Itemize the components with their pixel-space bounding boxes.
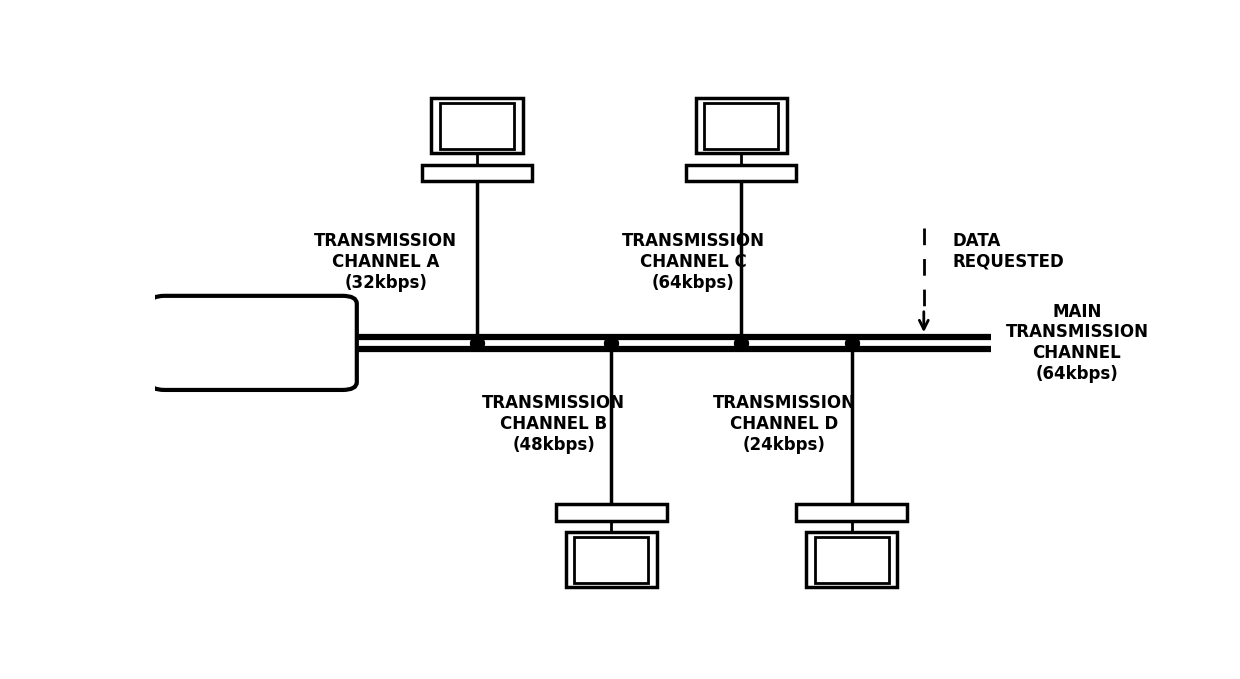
Text: TRANSMISSION
CHANNEL D
(24kbps): TRANSMISSION CHANNEL D (24kbps) [713, 394, 856, 454]
Text: TRANSMISSION
CHANNEL B
(48kbps): TRANSMISSION CHANNEL B (48kbps) [482, 394, 625, 454]
Text: MAIN
TRANSMISSION
CHANNEL
(64kbps): MAIN TRANSMISSION CHANNEL (64kbps) [1006, 303, 1148, 383]
Bar [565, 532, 657, 587]
Text: TRANSMISSION
CHANNEL A
(32kbps): TRANSMISSION CHANNEL A (32kbps) [314, 232, 458, 292]
Bar [796, 504, 906, 521]
Bar [696, 98, 787, 153]
Bar [422, 164, 532, 181]
Text: TRANSMISSION
END: TRANSMISSION END [176, 323, 331, 363]
Bar [440, 103, 513, 149]
FancyBboxPatch shape [150, 296, 357, 390]
Bar [806, 532, 898, 587]
Text: DATA
REQUESTED: DATA REQUESTED [952, 232, 1064, 271]
Text: TRANSMISSION
CHANNEL C
(64kbps): TRANSMISSION CHANNEL C (64kbps) [621, 232, 765, 292]
Bar [704, 103, 779, 149]
Bar [574, 537, 649, 583]
Bar [432, 98, 522, 153]
Bar [557, 504, 667, 521]
Bar [815, 537, 889, 583]
Bar [686, 164, 796, 181]
